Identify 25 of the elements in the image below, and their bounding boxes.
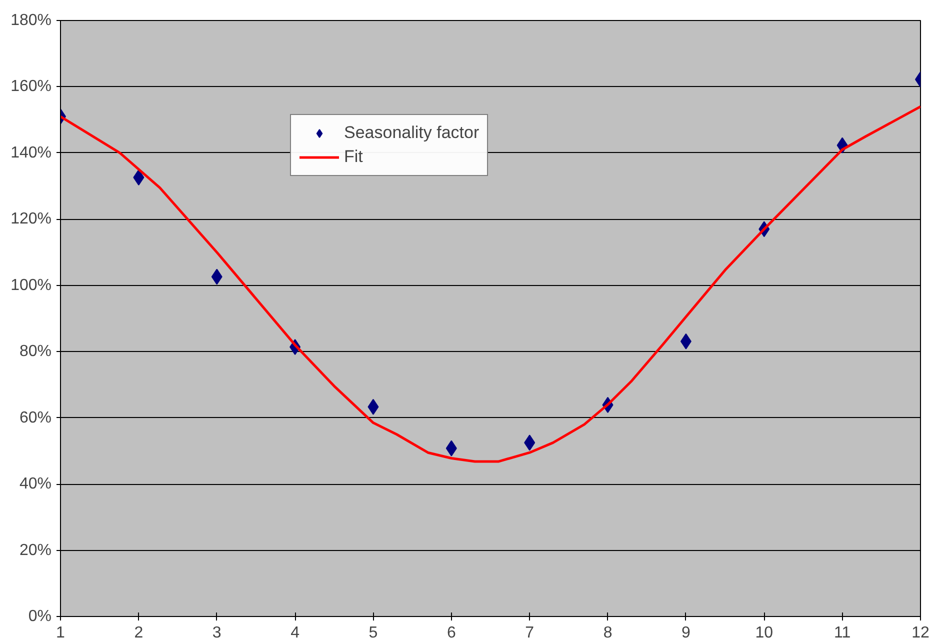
- y-tick-label: 140%: [10, 144, 52, 162]
- y-tick-label: 60%: [19, 409, 52, 426]
- y-tick-label: 180%: [10, 12, 52, 29]
- x-tick-label: 7: [525, 624, 534, 642]
- line-series: [60, 105, 920, 463]
- y-tick-label: 80%: [19, 343, 52, 360]
- y-tick-label: 160%: [10, 78, 52, 96]
- x-tick-label: 9: [682, 624, 691, 642]
- x-tick-label: 12: [912, 624, 930, 642]
- legend-label: Seasonality factor: [344, 123, 480, 143]
- x-tick-label: 3: [212, 624, 222, 642]
- x-tick-label: 8: [603, 624, 612, 642]
- x-tick-label: 10: [755, 624, 774, 642]
- x-tick-label: 5: [368, 624, 378, 642]
- x-tick-label: 11: [834, 624, 851, 642]
- y-tick-label: 100%: [10, 276, 52, 294]
- legend-label: Fit: [344, 147, 364, 167]
- y-tick-label: 120%: [10, 210, 52, 228]
- y-tick-label: 20%: [19, 542, 52, 559]
- y-tick-label: 0%: [28, 608, 52, 625]
- y-tick-label: 40%: [19, 476, 52, 493]
- x-tick-label: 4: [290, 624, 300, 642]
- x-tick-label: 6: [446, 624, 456, 642]
- x-tick-label: 1: [56, 624, 66, 642]
- x-tick-label: 2: [134, 624, 144, 642]
